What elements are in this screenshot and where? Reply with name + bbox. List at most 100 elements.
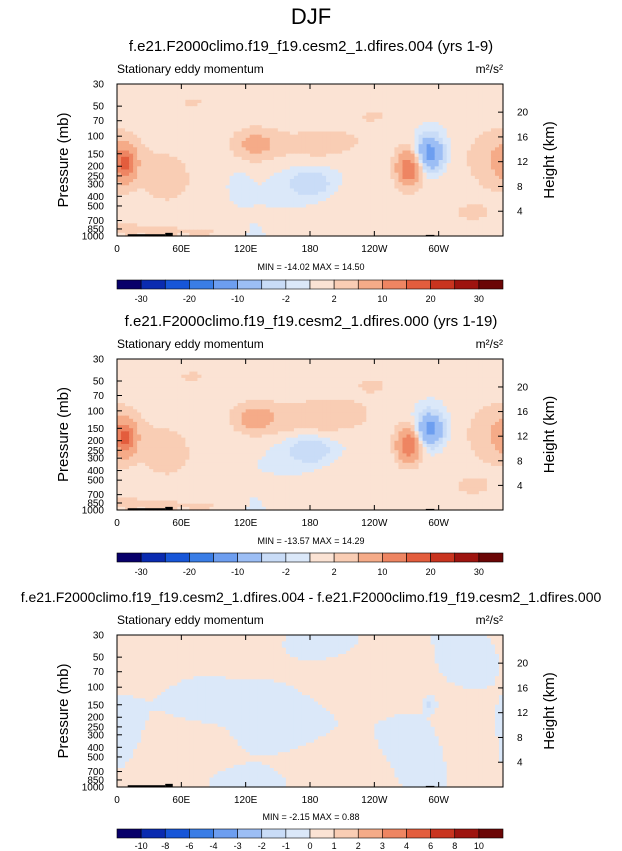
y-tick-label: 700 xyxy=(87,490,104,501)
colorbar-swatch xyxy=(237,828,263,839)
colorbar-swatch xyxy=(164,828,190,839)
colorbar-swatch xyxy=(309,279,335,290)
colorbar-swatch xyxy=(213,279,238,290)
panel-units: m²/s² xyxy=(476,337,503,351)
colorbar-swatch xyxy=(189,552,214,563)
colorbar-swatch xyxy=(189,279,214,290)
y-tick-label: 30 xyxy=(93,80,105,91)
height-tick-label: 4 xyxy=(517,758,523,769)
y-axis-label-right: Height (km) xyxy=(541,396,558,474)
chart-panel: f.e21.F2000climo.f19_f19.cesm2_1.dfires.… xyxy=(55,313,558,577)
y-tick-label: 150 xyxy=(87,700,104,711)
colorbar-swatch xyxy=(140,552,166,563)
colorbar-swatch xyxy=(116,552,142,563)
min-max-stats: MIN = -14.02 MAX = 14.50 xyxy=(257,262,364,272)
colorbar-swatch xyxy=(261,552,287,563)
colorbar-swatch xyxy=(261,828,287,839)
colorbar-swatch xyxy=(382,279,407,290)
height-tick-label: 8 xyxy=(517,733,523,744)
y-tick-label: 850 xyxy=(87,499,104,510)
y-tick-label: 70 xyxy=(93,667,105,678)
panel-title: f.e21.F2000climo.f19_f19.cesm2_1.dfires.… xyxy=(21,589,602,605)
y-tick-label: 200 xyxy=(87,436,104,447)
colorbar-tick-label: 10 xyxy=(474,841,484,851)
y-tick-label: 1000 xyxy=(82,783,105,794)
colorbar-swatch xyxy=(285,279,311,290)
y-tick-label: 500 xyxy=(87,476,104,487)
colorbar-tick-label: -30 xyxy=(135,567,148,577)
colorbar-tick-label: -20 xyxy=(183,294,196,304)
colorbar-swatch xyxy=(406,552,431,563)
page-title: DJF xyxy=(291,4,331,29)
x-tick-label: 120W xyxy=(361,795,388,806)
panel-variable-label: Stationary eddy momentum xyxy=(117,613,264,627)
colorbar-tick-label: 20 xyxy=(426,567,436,577)
y-tick-label: 400 xyxy=(87,743,104,754)
colorbar-tick-label: -20 xyxy=(183,567,196,577)
colorbar-swatch xyxy=(430,828,456,839)
contour-field xyxy=(117,84,504,237)
y-axis-label: Pressure (mb) xyxy=(55,663,72,758)
colorbar-swatch xyxy=(333,279,359,290)
y-tick-label: 100 xyxy=(87,406,104,417)
height-tick-label: 16 xyxy=(517,132,529,143)
colorbar-tick-label: -2 xyxy=(258,841,266,851)
y-tick-label: 70 xyxy=(93,391,105,402)
x-tick-label: 120E xyxy=(234,244,258,255)
colorbar-tick-label: -3 xyxy=(234,841,242,851)
colorbar-tick-label: 6 xyxy=(428,841,433,851)
x-tick-label: 120E xyxy=(234,795,258,806)
contour-field xyxy=(117,635,504,788)
height-tick-label: 20 xyxy=(517,108,529,119)
colorbar: -30 -20 -10 -2 2 10 20 30 xyxy=(116,552,504,577)
y-tick-label: 250 xyxy=(87,446,104,457)
y-tick-label: 700 xyxy=(87,216,104,227)
y-tick-label: 300 xyxy=(87,454,104,465)
colorbar: -30 -20 -10 -2 2 10 20 30 xyxy=(116,279,504,304)
y-tick-label: 850 xyxy=(87,224,104,235)
y-tick-label: 250 xyxy=(87,171,104,182)
x-tick-label: 60W xyxy=(428,518,449,529)
colorbar-swatch xyxy=(454,552,480,563)
colorbar-tick-label: 4 xyxy=(404,841,409,851)
y-tick-label: 400 xyxy=(87,466,104,477)
colorbar-swatch xyxy=(406,279,431,290)
colorbar-swatch xyxy=(478,828,504,839)
y-tick-label: 150 xyxy=(87,149,104,160)
colorbar-tick-label: -6 xyxy=(185,841,193,851)
panel-variable-label: Stationary eddy momentum xyxy=(117,62,264,76)
colorbar-tick-label: -1 xyxy=(282,841,290,851)
colorbar-tick-label: 8 xyxy=(452,841,457,851)
panel-title: f.e21.F2000climo.f19_f19.cesm2_1.dfires.… xyxy=(129,38,493,55)
x-tick-label: 0 xyxy=(114,795,120,806)
height-tick-label: 12 xyxy=(517,432,529,443)
x-tick-label: 60E xyxy=(172,795,190,806)
panel-variable-label: Stationary eddy momentum xyxy=(117,337,264,351)
colorbar-swatch xyxy=(382,552,407,563)
colorbar-swatch xyxy=(261,279,287,290)
y-tick-label: 1000 xyxy=(82,232,105,243)
colorbar-swatch xyxy=(478,552,504,563)
y-axis-label: Pressure (mb) xyxy=(55,387,72,482)
colorbar-tick-label: 10 xyxy=(377,567,387,577)
y-axis-label-right: Height (km) xyxy=(541,121,558,199)
y-tick-label: 30 xyxy=(93,355,105,366)
colorbar-tick-label: -2 xyxy=(282,294,290,304)
colorbar-tick-label: -10 xyxy=(231,567,244,577)
colorbar-swatch xyxy=(454,279,480,290)
y-axis-label: Pressure (mb) xyxy=(55,112,72,207)
min-max-stats: MIN = -13.57 MAX = 14.29 xyxy=(257,536,364,546)
y-tick-label: 400 xyxy=(87,192,104,203)
colorbar-swatch xyxy=(357,279,383,290)
colorbar-swatch xyxy=(333,828,359,839)
y-tick-label: 100 xyxy=(87,132,104,143)
colorbar-tick-label: 2 xyxy=(332,567,337,577)
min-max-stats: MIN = -2.15 MAX = 0.88 xyxy=(262,812,359,822)
y-tick-label: 200 xyxy=(87,162,104,173)
colorbar-tick-label: -2 xyxy=(282,567,290,577)
y-tick-label: 500 xyxy=(87,752,104,763)
colorbar-tick-label: -10 xyxy=(231,294,244,304)
x-tick-label: 0 xyxy=(114,244,120,255)
y-tick-label: 300 xyxy=(87,730,104,741)
